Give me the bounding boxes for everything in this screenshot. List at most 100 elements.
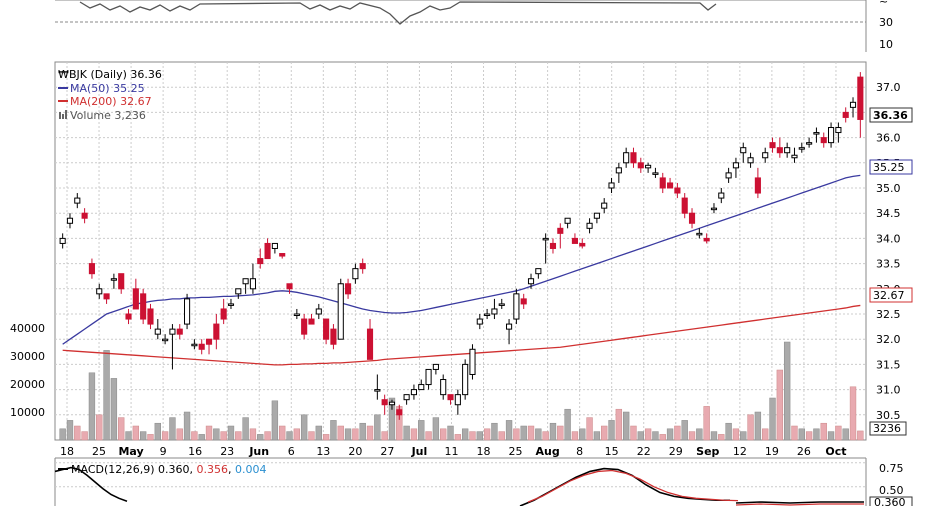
date-tick-label: 19 [765,445,779,458]
volume-bar [527,425,535,441]
volume-bar [505,420,513,441]
volume-bar [747,414,754,441]
date-tick-label: 27 [380,445,394,458]
date-tick-label: 18 [60,445,74,458]
volume-bar [169,417,176,441]
candle-body [484,313,491,316]
candle-body [527,278,535,285]
candlesticks [59,72,864,420]
volume-bar [483,428,491,441]
ma200-tag: 32.67 [869,287,913,303]
candle-body [125,313,132,320]
candle-body [227,303,235,306]
macd-tail-line [735,501,864,504]
volume-bar [666,428,674,441]
candle-body [769,142,776,149]
candle-body [579,242,586,247]
legend-ma50: MA(50) 35.25 [70,82,145,95]
last-price-value: 36.36 [873,109,908,122]
volume-bar [359,422,366,441]
price-pane: 37.036.536.035.535.034.534.033.533.032.5… [10,61,913,458]
volume-bar [703,406,710,441]
candle-body [169,328,176,335]
volume-bar [410,428,418,441]
volume-bar [652,431,659,441]
candle-body [103,293,110,300]
candle-body [440,379,447,396]
candle-body [623,152,630,164]
volume-bar [425,431,432,441]
volume-bar [118,417,125,441]
volume-bar [388,397,396,441]
candle-body [828,127,835,144]
candle-body [66,217,74,224]
candle-body [710,207,718,211]
volume-bar [183,411,191,441]
candle-body [849,101,857,108]
candle-body [198,343,205,350]
candle-body [703,237,710,242]
candle-body [513,293,520,320]
rsi-pane: 30 10 ~ [55,0,893,52]
candle-body [257,258,264,265]
volume-bar [637,431,644,441]
date-tick-label: 25 [509,445,523,458]
volume-bar [440,428,447,441]
candle-body [396,409,403,416]
candle-body [308,318,315,325]
volume-bar [586,417,593,441]
date-axis: 18 25 May 9 16 23 Jun 6 13 20 27 Jul 11 18 25 Aug 8 15 22 2… [60,445,847,458]
candle-body [81,212,88,219]
candle-body [732,162,739,169]
volume-bar [820,422,827,441]
volume-bar [681,420,688,441]
candle-body [301,318,308,335]
candle-body [447,394,454,401]
volume-bar [608,420,615,441]
volume-bar [403,425,410,441]
volume-bar [805,431,813,441]
candle-body [154,328,161,335]
volume-bar [242,417,249,441]
macd-tick-050: 0.50 [879,484,904,497]
candle-body [403,394,410,401]
candle-body [696,232,703,236]
volume-tag: 3236 [869,421,907,436]
legend-ma200: MA(200) 32.67 [70,95,152,108]
macd-pane: MACD(12,26,9) 0.360, 0.356, 0.004 0.75 0… [54,457,913,506]
candle-body [542,237,549,241]
volume-bar [754,411,762,441]
volume-bar [447,425,454,441]
volume-bar [827,431,835,441]
volume-bar [432,417,440,441]
candle-body [96,288,103,295]
volume-bar [205,425,213,441]
candle-body [784,147,791,154]
rsi-tick-10: 10 [879,38,893,51]
ma200-line [62,304,861,366]
date-tick-label: May [118,445,143,458]
volume-bar [213,428,220,441]
volume-bar [498,431,505,441]
candle-body [293,313,300,316]
volume-bar [227,425,235,441]
candle-body [118,273,125,290]
candle-body [754,177,761,194]
volume-bar [300,414,308,441]
macd-tail-signal [735,503,864,506]
volume-bar [740,431,747,441]
candle-body [279,253,286,257]
volume-bar [732,428,740,441]
candle-body [366,328,374,360]
volume-bar [659,434,666,441]
legend-symbol-icon: ₩ [58,68,69,81]
date-tick-label: 26 [797,445,811,458]
candle-body [615,167,622,174]
candle-body [271,242,278,249]
candle-body [835,127,842,134]
candle-body [352,268,359,280]
volume-bar [769,397,776,441]
price-tick-label: 37.0 [876,81,901,94]
date-tick-label: Aug [535,445,559,458]
